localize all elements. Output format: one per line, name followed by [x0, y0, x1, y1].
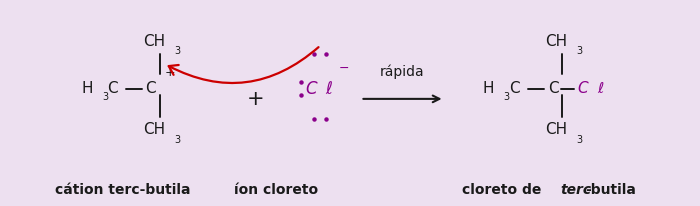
Text: 3: 3 — [102, 92, 108, 102]
Text: terc: terc — [560, 183, 591, 197]
Text: C: C — [107, 81, 118, 96]
Text: 3: 3 — [174, 135, 180, 145]
Text: CH: CH — [545, 34, 568, 49]
Text: +: + — [164, 66, 176, 79]
Text: 3: 3 — [503, 92, 509, 102]
Text: 3: 3 — [174, 47, 180, 56]
Text: CH: CH — [143, 122, 165, 137]
Text: cloreto de: cloreto de — [462, 183, 546, 197]
Text: CH: CH — [545, 122, 568, 137]
Text: C: C — [509, 81, 520, 96]
Text: −: − — [339, 61, 349, 75]
FancyArrowPatch shape — [169, 47, 318, 83]
Text: ℓ: ℓ — [598, 81, 603, 96]
Text: -butila: -butila — [585, 183, 636, 197]
Text: H: H — [82, 81, 93, 96]
Text: C: C — [306, 80, 317, 98]
Text: H: H — [483, 81, 494, 96]
Text: +: + — [246, 89, 265, 109]
Text: C: C — [547, 81, 559, 96]
Text: 3: 3 — [577, 135, 582, 145]
Text: CH: CH — [143, 34, 165, 49]
Text: C: C — [145, 81, 156, 96]
Text: 3: 3 — [577, 47, 582, 56]
Text: cátion terc-butila: cátion terc-butila — [55, 183, 190, 197]
Text: ℓ: ℓ — [326, 80, 332, 98]
Text: rápida: rápida — [380, 65, 425, 79]
Text: C: C — [578, 81, 589, 96]
Text: íon cloreto: íon cloreto — [234, 183, 318, 197]
